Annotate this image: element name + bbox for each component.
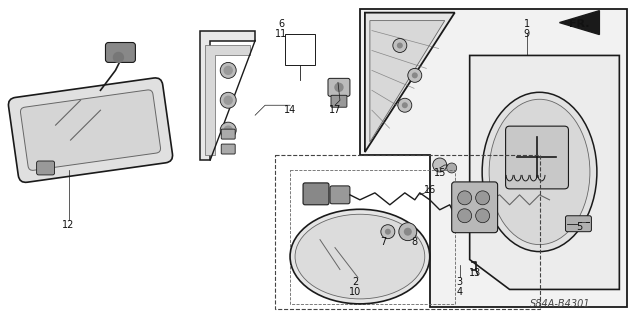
Text: 8: 8 — [412, 237, 418, 247]
Circle shape — [385, 229, 391, 235]
Bar — [285, 33, 315, 65]
Text: 16: 16 — [424, 185, 436, 195]
Circle shape — [476, 209, 490, 223]
Circle shape — [220, 122, 236, 138]
Polygon shape — [360, 9, 627, 307]
Text: 17: 17 — [329, 105, 341, 115]
FancyBboxPatch shape — [221, 144, 235, 154]
Bar — [290, 170, 454, 304]
FancyBboxPatch shape — [328, 78, 350, 96]
Polygon shape — [559, 11, 600, 34]
FancyBboxPatch shape — [8, 78, 173, 182]
Ellipse shape — [482, 92, 597, 252]
Text: 1: 1 — [524, 19, 530, 29]
Circle shape — [393, 39, 407, 52]
Circle shape — [402, 102, 408, 108]
Circle shape — [335, 83, 343, 91]
Circle shape — [399, 223, 417, 241]
Text: FR.: FR. — [569, 19, 589, 29]
Polygon shape — [370, 21, 445, 142]
FancyBboxPatch shape — [20, 90, 161, 170]
FancyBboxPatch shape — [452, 182, 498, 233]
FancyBboxPatch shape — [303, 183, 329, 205]
Ellipse shape — [290, 209, 430, 304]
Text: 2: 2 — [352, 278, 358, 287]
Text: 3: 3 — [456, 278, 463, 287]
Circle shape — [458, 191, 472, 205]
Polygon shape — [205, 46, 250, 155]
Polygon shape — [470, 56, 620, 289]
FancyBboxPatch shape — [221, 129, 235, 139]
Text: 5: 5 — [576, 222, 582, 232]
Circle shape — [397, 42, 403, 48]
Text: 15: 15 — [433, 168, 446, 178]
Circle shape — [224, 96, 232, 104]
Polygon shape — [365, 13, 454, 152]
Circle shape — [381, 225, 395, 239]
Circle shape — [458, 209, 472, 223]
Text: S84A-B4301: S84A-B4301 — [529, 300, 590, 309]
Circle shape — [113, 52, 124, 63]
Ellipse shape — [295, 214, 425, 299]
Circle shape — [476, 191, 490, 205]
Text: 12: 12 — [62, 220, 75, 230]
Text: 14: 14 — [284, 105, 296, 115]
Circle shape — [447, 163, 457, 173]
FancyBboxPatch shape — [330, 186, 350, 204]
Circle shape — [412, 72, 418, 78]
Text: 11: 11 — [275, 29, 287, 39]
Circle shape — [224, 126, 232, 134]
Text: 7: 7 — [380, 237, 386, 247]
FancyBboxPatch shape — [331, 95, 347, 107]
Circle shape — [220, 92, 236, 108]
FancyBboxPatch shape — [36, 161, 54, 175]
Text: 4: 4 — [456, 287, 463, 297]
Text: 9: 9 — [524, 29, 530, 39]
Text: 6: 6 — [278, 19, 284, 29]
Bar — [275, 155, 540, 309]
Polygon shape — [200, 31, 255, 160]
Circle shape — [404, 228, 412, 236]
FancyBboxPatch shape — [506, 126, 568, 189]
Text: 13: 13 — [468, 268, 481, 278]
Ellipse shape — [489, 99, 590, 245]
Circle shape — [433, 158, 447, 172]
Text: 10: 10 — [349, 287, 361, 297]
Circle shape — [408, 68, 422, 82]
FancyBboxPatch shape — [566, 216, 591, 232]
FancyBboxPatch shape — [106, 42, 136, 63]
Circle shape — [220, 63, 236, 78]
Circle shape — [398, 98, 412, 112]
Circle shape — [224, 66, 232, 74]
